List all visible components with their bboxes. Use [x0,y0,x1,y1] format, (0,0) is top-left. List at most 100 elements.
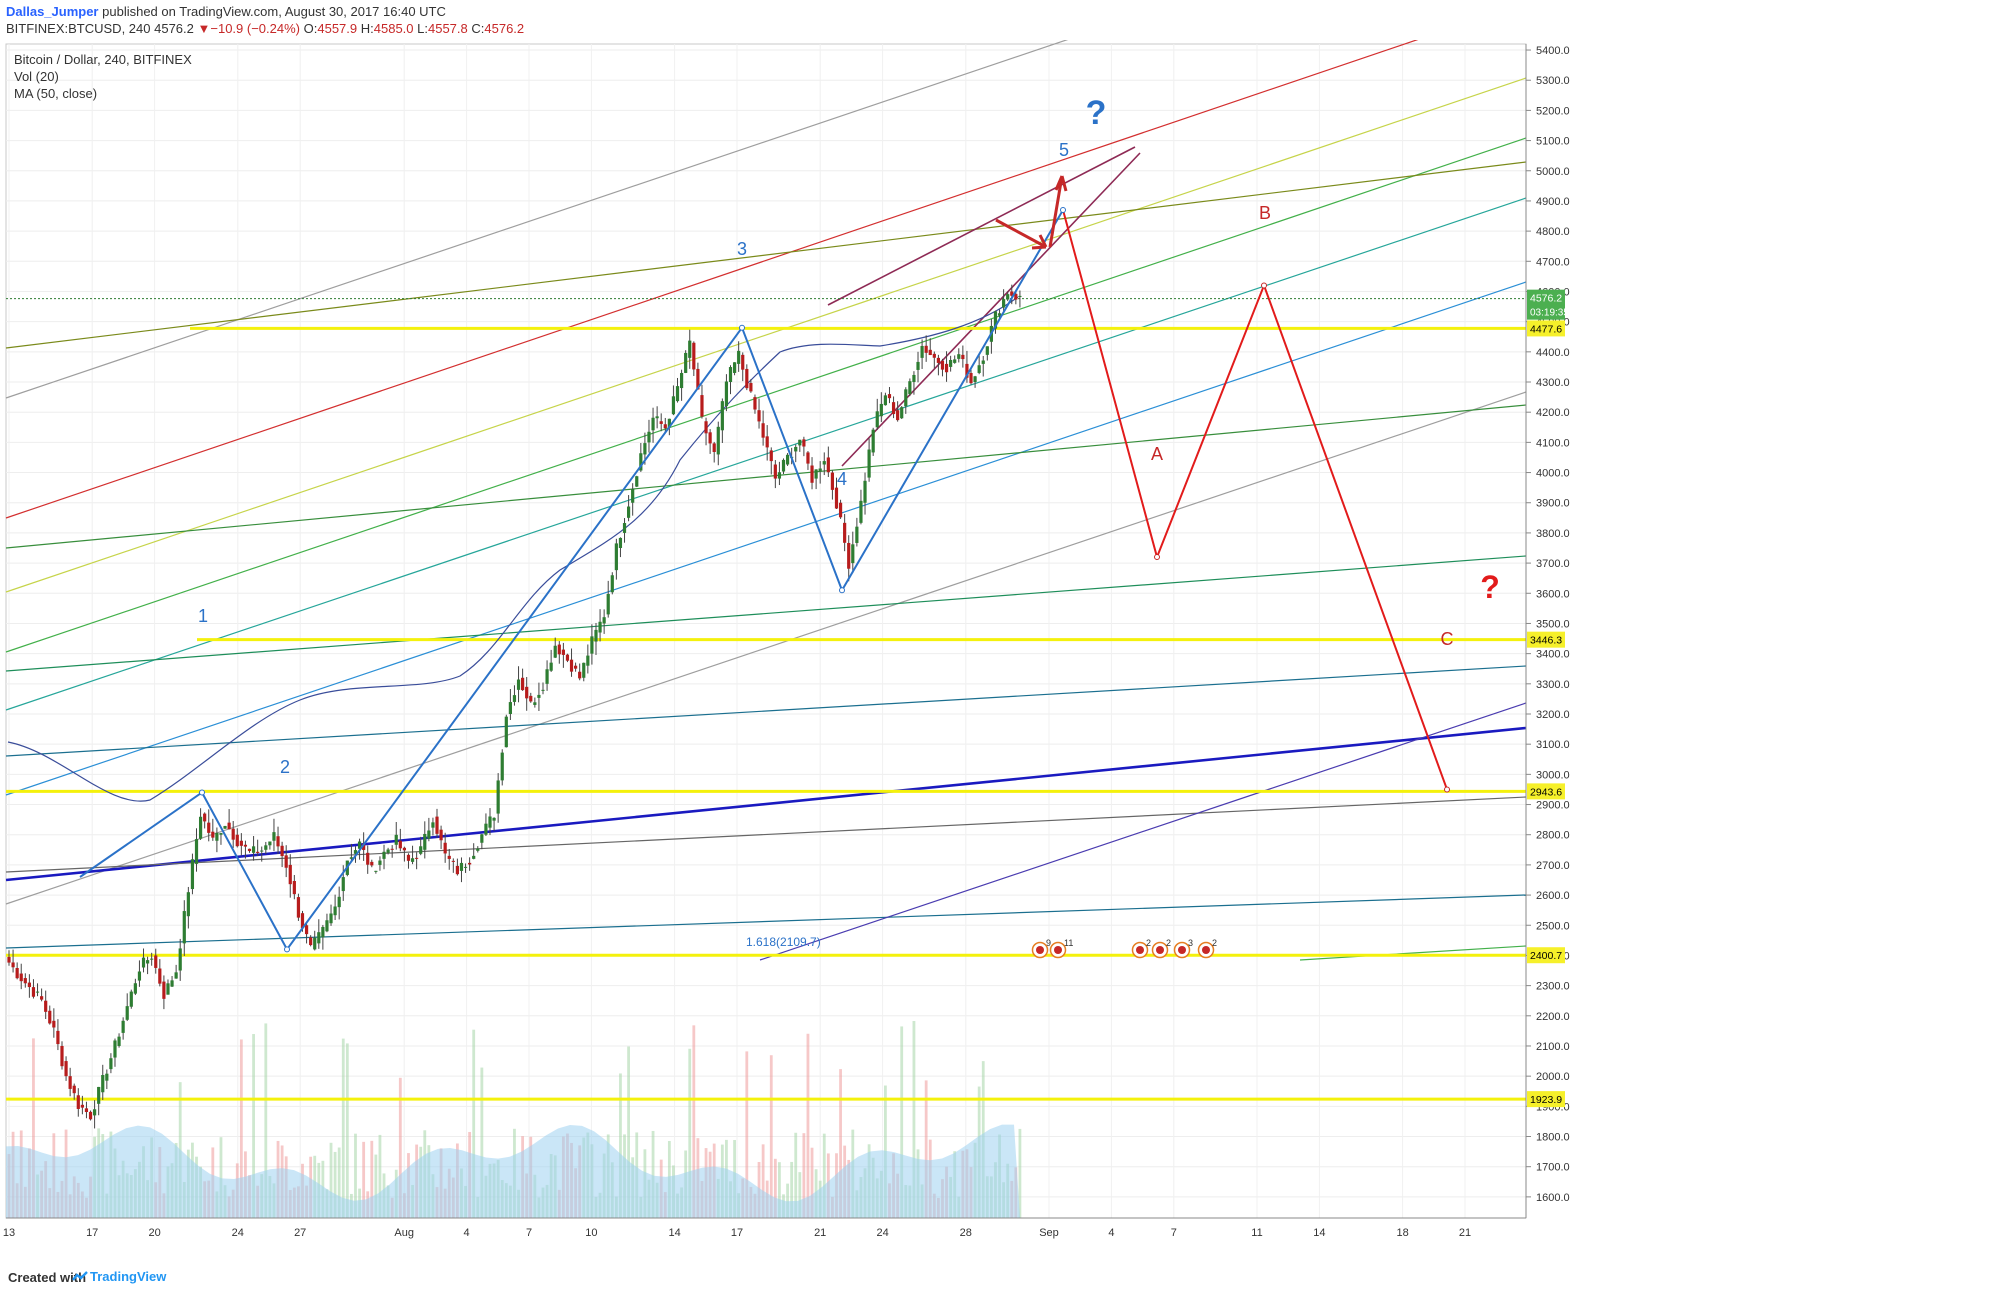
candle-body [329,913,333,924]
candle-body [353,850,358,854]
y-tick-label: 3100.0 [1536,739,1570,751]
candle-body [1010,291,1014,296]
purple-line [759,702,1527,961]
event-badge-count: 2 [1166,938,1171,948]
candle-body [749,383,753,392]
candle-body [190,859,195,890]
volume-bar [839,1069,842,1218]
down-triangle-icon: ▼ [197,21,211,36]
candle-body [227,822,231,830]
candle-body [48,1010,52,1024]
candle-body [745,368,749,389]
x-tick-label: 27 [294,1227,306,1239]
plot-area [5,43,1527,1219]
candle-body [423,833,427,850]
volume-bar [688,1048,692,1218]
candle-body [806,452,810,464]
volume-bar [398,1077,402,1218]
price-chart[interactable]: 1 2 3 4 5 A B C ?? 1.618(2109.7) 9 11 2 2 3 2 1600.0 17… [0,40,2012,1260]
tradingview-brand[interactable]: TradingView [90,1269,167,1284]
candle-body [178,948,182,971]
volume-bar [480,1067,484,1218]
grey-channel-top [5,40,1069,399]
candle-body [851,544,855,564]
y-tick-label: 2100.0 [1536,1041,1570,1053]
candle-body [11,962,15,968]
legend-title: Bitcoin / Dollar, 240, BITFINEX [14,52,192,67]
high-value: 4585.0 [373,21,414,36]
teal-channel-line [5,197,1527,711]
candle-body [626,506,631,518]
publish-line: Dallas_Jumper published on TradingView.c… [6,4,446,19]
candle-body [724,381,729,407]
y-tick-label: 5400.0 [1536,45,1570,57]
y-tick-label: 2600.0 [1536,890,1570,902]
last-price-label: 4576.2 [1530,293,1562,305]
event-flag-dot [1136,946,1144,954]
candle-body [516,679,521,690]
candle-body [708,432,712,444]
event-badge-count: 3 [1188,938,1193,948]
teal-fan-line [5,665,1527,757]
candle-body [557,644,561,655]
candle-body [68,1076,72,1089]
candle-body [231,828,235,840]
candle-body [843,522,847,543]
event-flag-dot [1202,946,1210,954]
candle-body [635,476,639,487]
candle-body [476,848,480,851]
wave-point [739,324,745,331]
candle-body [341,877,345,892]
candle-body [973,376,977,383]
candle-body [488,816,492,828]
candle-body [150,958,154,960]
candle-body [651,417,655,431]
candle-body [325,920,329,932]
candle-body [741,354,745,370]
candle-body [598,621,602,633]
trend-lines [5,40,1527,961]
candle-body [818,468,822,472]
volume-bars [6,1021,1022,1218]
candle-body [838,502,843,518]
price-axis[interactable]: 1600.01700.01800.01900.02000.02100.02200… [1525,44,1570,1218]
candle-body [272,832,276,841]
candle-body [93,1109,97,1116]
candle-body [883,395,888,406]
candle-body [728,367,733,383]
green-channel-line [5,137,1527,653]
candle-body [394,834,398,845]
candle-body [1006,294,1010,300]
candle-body [891,402,896,415]
candle-body [402,847,407,851]
wave-point [1444,786,1450,793]
candle-body [537,694,541,698]
y-tick-label: 2700.0 [1536,860,1570,872]
candle-body [700,395,704,417]
candle-body [639,453,643,471]
fib-extension-label: 1.618(2109.7) [746,935,821,949]
x-tick-label: 18 [1396,1227,1408,1239]
candle-body [496,780,500,814]
volume-bar [252,1034,255,1218]
candle-body [40,996,44,1000]
last-price: 4576.2 [154,21,194,36]
candle-body [684,352,688,373]
time-axis[interactable]: 13 17 20 24 27 Aug 4 7 10 14 17 21 24 28 Sep 4 7 11 14 18 21 [3,1217,1526,1239]
author-link[interactable]: Dallas_Jumper [6,4,99,19]
volume-bar [924,1080,928,1218]
x-tick-label: 4 [464,1227,470,1239]
candle-body [72,1085,76,1094]
candle-body [296,897,301,918]
wave-count: 1 2 3 4 5 A B C [79,140,1454,953]
candle-body [875,411,879,428]
wave-point [1261,282,1267,289]
candle-body [109,1058,113,1070]
candle-body [565,654,570,661]
ohlc-line: BITFINEX:BTCUSD, 240 4576.2 ▼−10.9 (−0.2… [6,21,524,36]
volume-bar [378,1134,382,1218]
candle-body [622,523,627,533]
open-label: O: [303,21,318,36]
candle-body [916,361,920,370]
candle-body [953,359,957,363]
